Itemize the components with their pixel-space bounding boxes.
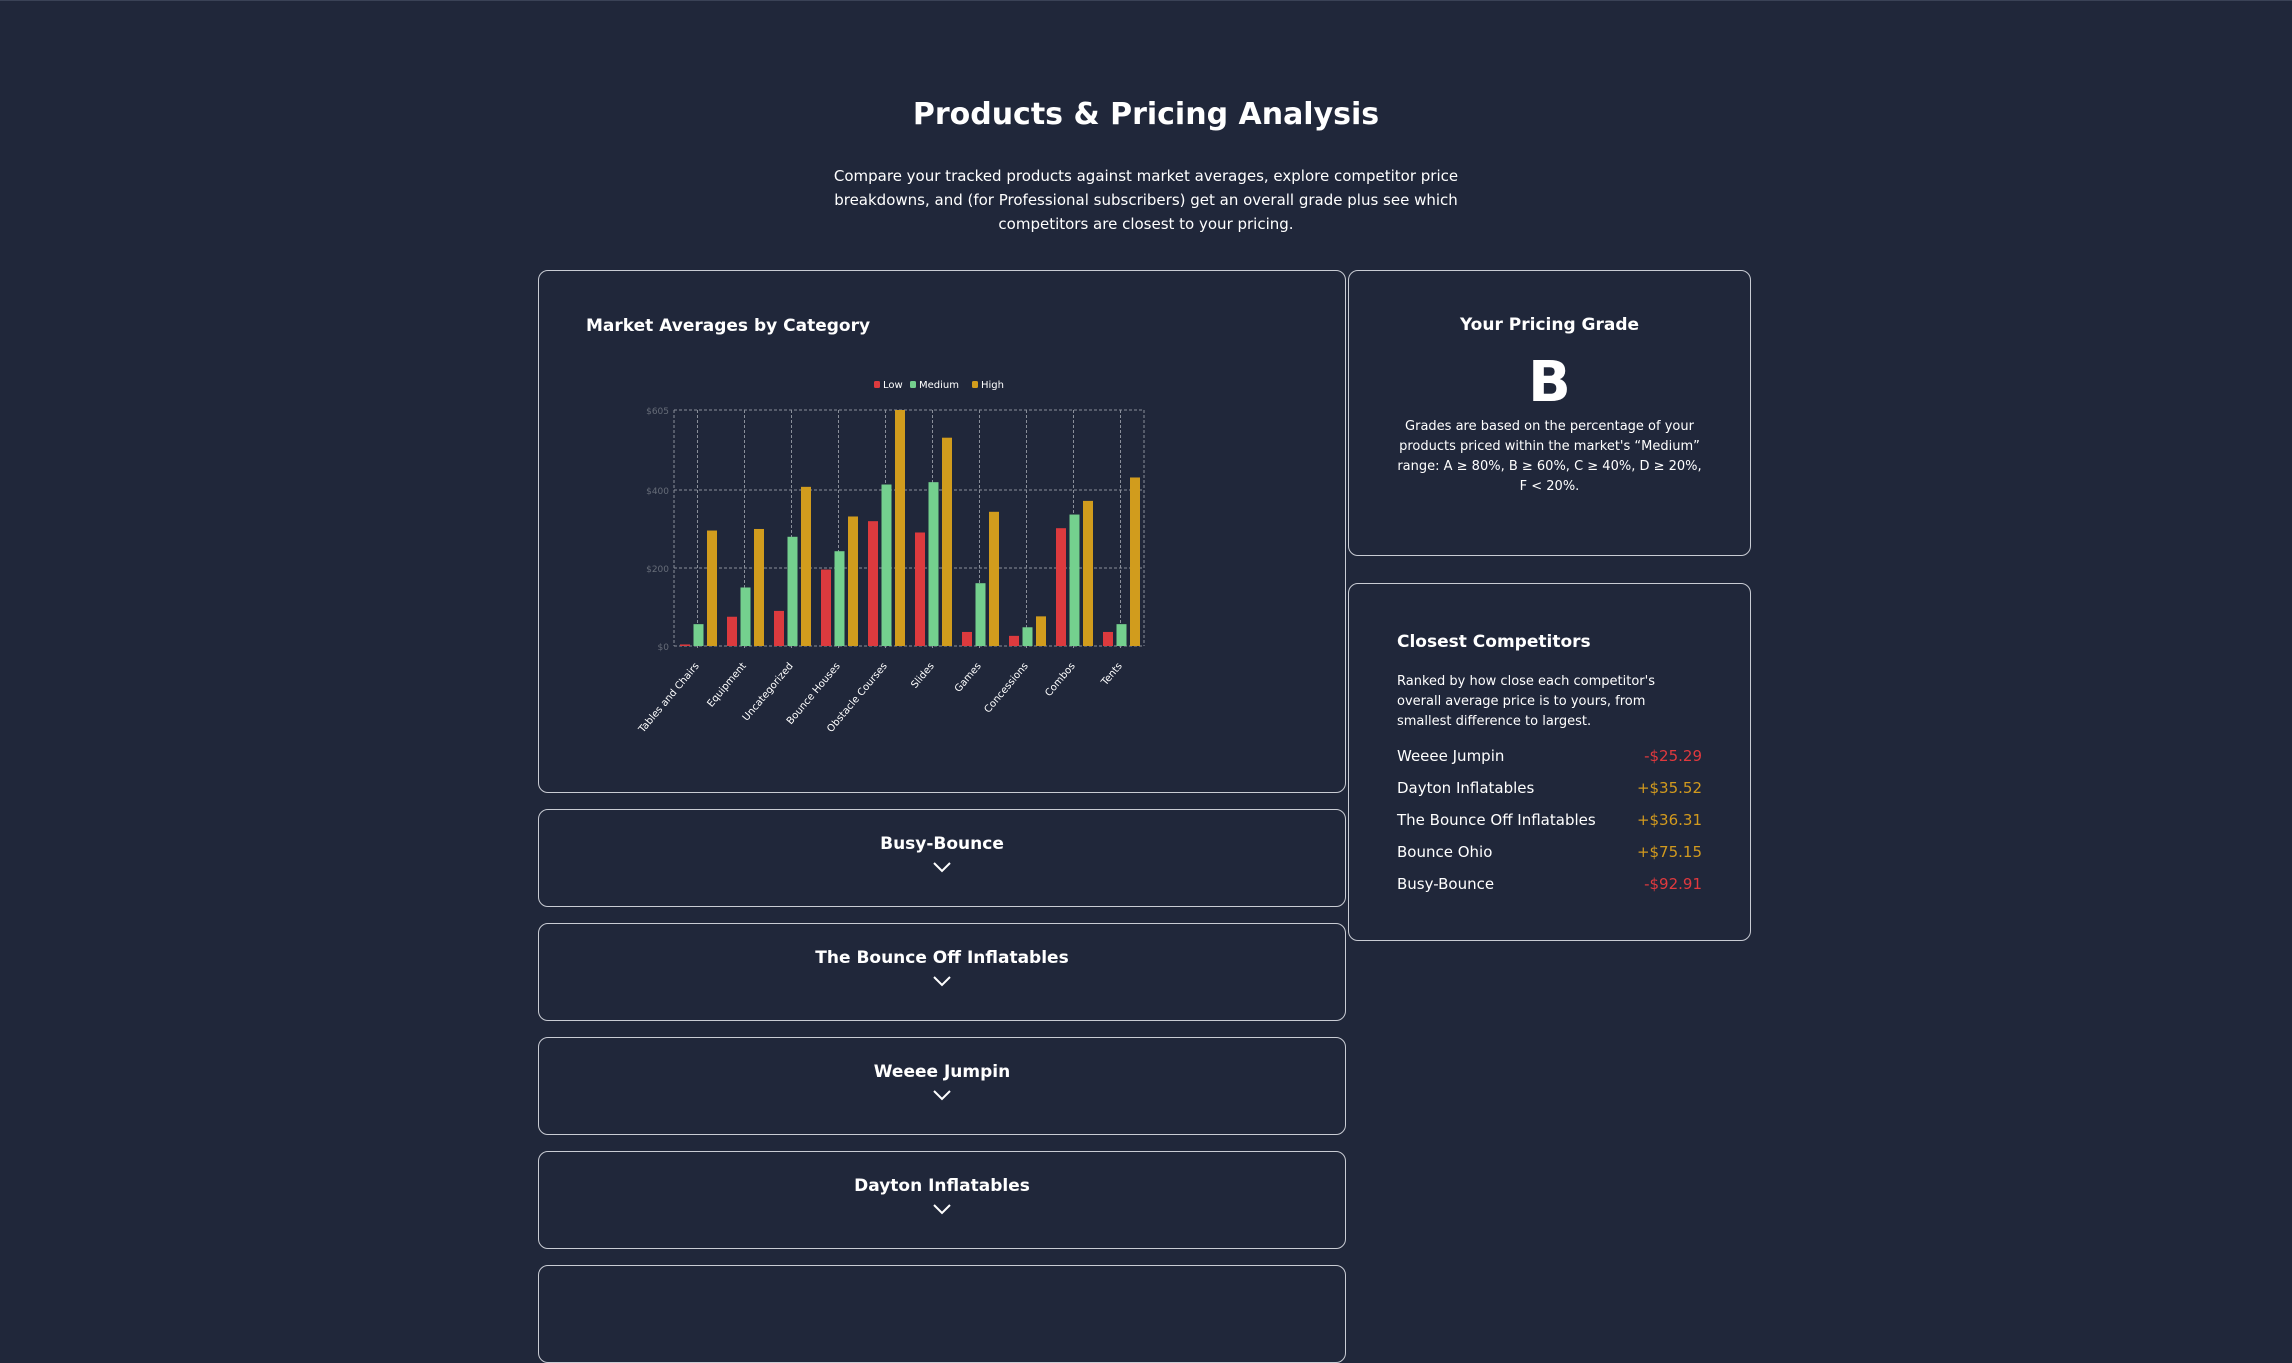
bar-medium	[1022, 627, 1033, 646]
accordion-title: Weeee Jumpin	[873, 1062, 1011, 1082]
accordion-competitor-partial[interactable]	[538, 1265, 1346, 1363]
competitor-row: Dayton Inflatables +$35.52	[1397, 772, 1702, 804]
competitor-diff: +$35.52	[1636, 779, 1702, 797]
legend-swatch-medium	[910, 381, 916, 388]
bar-medium	[693, 624, 704, 646]
bar-high	[707, 530, 717, 646]
x-tick-label: Games	[953, 661, 984, 695]
competitor-name: Weeee Jumpin	[1397, 747, 1505, 765]
competitor-name: The Bounce Off Inflatables	[1397, 811, 1596, 829]
x-tick-label: Slides	[909, 661, 936, 691]
bar-low	[774, 610, 784, 646]
bar-medium	[787, 536, 798, 646]
accordion-title: Busy-Bounce	[880, 834, 1004, 854]
bar-high	[801, 486, 811, 646]
competitor-list: Weeee Jumpin -$25.29 Dayton Inflatables +$3…	[1397, 740, 1702, 900]
y-tick-label: $200	[646, 565, 669, 575]
x-tick-label: Tents	[1099, 661, 1125, 689]
bar-high	[848, 516, 858, 646]
chevron-down-icon[interactable]	[931, 1088, 953, 1102]
bar-medium	[1116, 624, 1127, 646]
competitor-name: Dayton Inflatables	[1397, 779, 1535, 797]
bar-high	[1130, 477, 1140, 646]
bar-medium	[834, 551, 845, 646]
accordion-competitor[interactable]: The Bounce Off Inflatables	[538, 923, 1346, 1021]
bar-medium	[881, 484, 892, 646]
bar-low	[821, 569, 831, 646]
chart-title: Market Averages by Category	[586, 316, 871, 336]
x-tick-label: Combos	[1043, 661, 1077, 699]
bar-low	[962, 631, 972, 646]
bar-medium	[740, 587, 751, 646]
bar-low	[1056, 528, 1066, 646]
legend-swatch-high	[972, 381, 978, 388]
chevron-down-icon[interactable]	[931, 974, 953, 988]
legend-label: Low	[883, 380, 903, 391]
x-tick-label: Equipment	[705, 661, 748, 710]
market-averages-card: $0 $200 $400 $605 Tables and Chairs Equipment…	[538, 270, 1346, 793]
bar-high	[1083, 500, 1093, 646]
bar-low	[727, 616, 737, 646]
market-averages-chart: $0 $200 $400 $605 Tables and Chairs Equipment…	[636, 380, 1145, 736]
competitor-row: Busy-Bounce -$92.91	[1397, 868, 1702, 900]
bar-high	[942, 437, 952, 646]
competitor-row: Bounce Ohio +$75.15	[1397, 836, 1702, 868]
x-tick-label: Uncategorized	[741, 661, 796, 724]
bar-medium	[1069, 514, 1080, 646]
grade-description: Grades are based on the percentage of yo…	[1397, 419, 1702, 494]
competitor-diff: -$92.91	[1644, 875, 1702, 893]
legend-swatch-low	[874, 381, 880, 388]
x-tick-label: Concessions	[983, 661, 1031, 716]
accordion-competitor[interactable]: Weeee Jumpin	[538, 1037, 1346, 1135]
bar-low	[868, 521, 878, 646]
bar-low	[1103, 631, 1113, 646]
accordion-title: Dayton Inflatables	[854, 1176, 1030, 1196]
y-tick-label: $605	[646, 407, 669, 417]
y-tick-label: $400	[646, 487, 669, 497]
pricing-grade-card: Your Pricing Grade B Grades are based on…	[1348, 270, 1751, 556]
competitor-diff: +$75.15	[1636, 843, 1702, 861]
bar-high	[895, 410, 905, 646]
competitor-row: The Bounce Off Inflatables +$36.31	[1397, 804, 1702, 836]
accordion-competitor[interactable]: Dayton Inflatables	[538, 1151, 1346, 1249]
competitor-name: Bounce Ohio	[1397, 843, 1493, 861]
grade-title: Your Pricing Grade	[1459, 315, 1640, 335]
bar-high	[1036, 616, 1046, 646]
y-tick-label: $0	[658, 643, 670, 653]
legend-label: High	[981, 380, 1004, 391]
bar-low	[915, 532, 925, 646]
chevron-down-icon[interactable]	[931, 860, 953, 874]
bar-medium	[928, 482, 939, 646]
accordion-competitor[interactable]: Busy-Bounce	[538, 809, 1346, 907]
competitor-diff: +$36.31	[1636, 811, 1702, 829]
x-tick-label: Tables and Chairs	[636, 661, 702, 736]
closest-competitors-card: Closest Competitors Ranked by how close …	[1348, 583, 1751, 941]
competitor-diff: -$25.29	[1644, 747, 1702, 765]
legend-label: Medium	[919, 380, 959, 391]
bar-high	[754, 528, 764, 646]
accordion-title: The Bounce Off Inflatables	[815, 948, 1069, 968]
page-subtitle: Compare your tracked products against ma…	[833, 167, 1459, 233]
page-title: Products & Pricing Analysis	[912, 97, 1380, 132]
grade-letter: B	[1528, 350, 1571, 415]
competitors-title: Closest Competitors	[1397, 632, 1591, 652]
competitors-description: Ranked by how close each competitor's ov…	[1397, 674, 1656, 729]
competitor-name: Busy-Bounce	[1397, 875, 1495, 893]
bar-low	[680, 644, 690, 646]
bar-low	[1009, 635, 1019, 646]
bar-high	[989, 511, 999, 646]
bar-medium	[975, 583, 986, 646]
competitor-row: Weeee Jumpin -$25.29	[1397, 740, 1702, 772]
chevron-down-icon[interactable]	[931, 1202, 953, 1216]
